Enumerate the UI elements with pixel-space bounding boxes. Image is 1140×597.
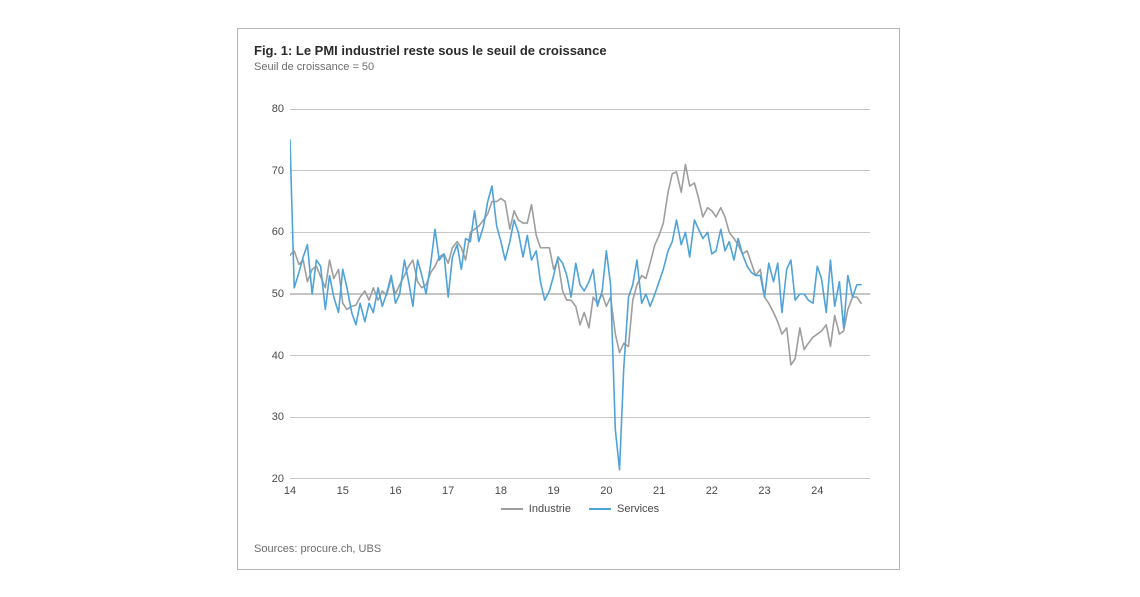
y-axis-ticks: 20304050607080	[260, 109, 284, 479]
y-tick-label: 80	[260, 103, 284, 115]
x-tick-label: 18	[495, 485, 507, 497]
x-tick-label: 16	[389, 485, 401, 497]
y-tick-label: 60	[260, 226, 284, 238]
y-tick-label: 20	[260, 473, 284, 485]
legend-item-services: Services	[589, 503, 659, 515]
chart-plot-area	[290, 109, 870, 479]
x-tick-label: 23	[758, 485, 770, 497]
legend-swatch-industrie	[501, 508, 523, 510]
x-tick-label: 21	[653, 485, 665, 497]
x-tick-label: 17	[442, 485, 454, 497]
figure-sources: Sources: procure.ch, UBS	[254, 543, 381, 555]
figure-frame: Fig. 1: Le PMI industriel reste sous le …	[237, 28, 900, 570]
legend-label-services: Services	[617, 503, 659, 515]
x-tick-label: 15	[337, 485, 349, 497]
legend-label-industrie: Industrie	[529, 503, 571, 515]
x-axis-ticks: 1415161718192021222324	[290, 485, 870, 501]
x-tick-label: 22	[706, 485, 718, 497]
chart-legend: Industrie Services	[290, 503, 870, 515]
legend-item-industrie: Industrie	[501, 503, 571, 515]
figure-title: Fig. 1: Le PMI industriel reste sous le …	[254, 43, 607, 58]
x-tick-label: 20	[600, 485, 612, 497]
y-tick-label: 40	[260, 350, 284, 362]
y-tick-label: 70	[260, 165, 284, 177]
x-tick-label: 24	[811, 485, 823, 497]
y-tick-label: 50	[260, 288, 284, 300]
x-tick-label: 19	[548, 485, 560, 497]
y-tick-label: 30	[260, 411, 284, 423]
legend-swatch-services	[589, 508, 611, 510]
figure-subtitle: Seuil de croissance = 50	[254, 61, 374, 73]
x-tick-label: 14	[284, 485, 296, 497]
